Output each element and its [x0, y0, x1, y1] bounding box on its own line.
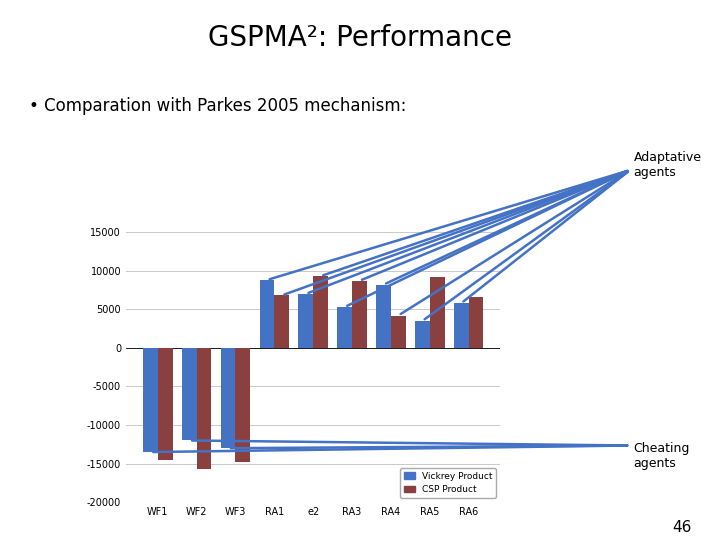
- Legend: Vickrey Product, CSP Product: Vickrey Product, CSP Product: [400, 468, 496, 498]
- Bar: [260, 280, 274, 348]
- Bar: [221, 348, 235, 448]
- Bar: [197, 348, 212, 469]
- Bar: [415, 321, 430, 348]
- Bar: [469, 297, 483, 348]
- Bar: [274, 295, 289, 348]
- Text: Cheating
agents: Cheating agents: [634, 442, 690, 470]
- Bar: [454, 303, 469, 348]
- Bar: [158, 348, 173, 460]
- Bar: [182, 348, 197, 441]
- Bar: [352, 281, 366, 348]
- Text: Adaptative
agents: Adaptative agents: [634, 151, 701, 179]
- Bar: [298, 294, 313, 348]
- Text: GSPMA²: Performance: GSPMA²: Performance: [208, 24, 512, 52]
- Bar: [235, 348, 251, 462]
- Bar: [143, 348, 158, 452]
- Bar: [391, 315, 405, 348]
- Bar: [430, 277, 444, 348]
- Text: 46: 46: [672, 519, 691, 535]
- Text: • Comparation with Parkes 2005 mechanism:: • Comparation with Parkes 2005 mechanism…: [29, 97, 406, 115]
- Bar: [337, 307, 352, 348]
- Bar: [376, 285, 391, 348]
- Bar: [313, 276, 328, 348]
